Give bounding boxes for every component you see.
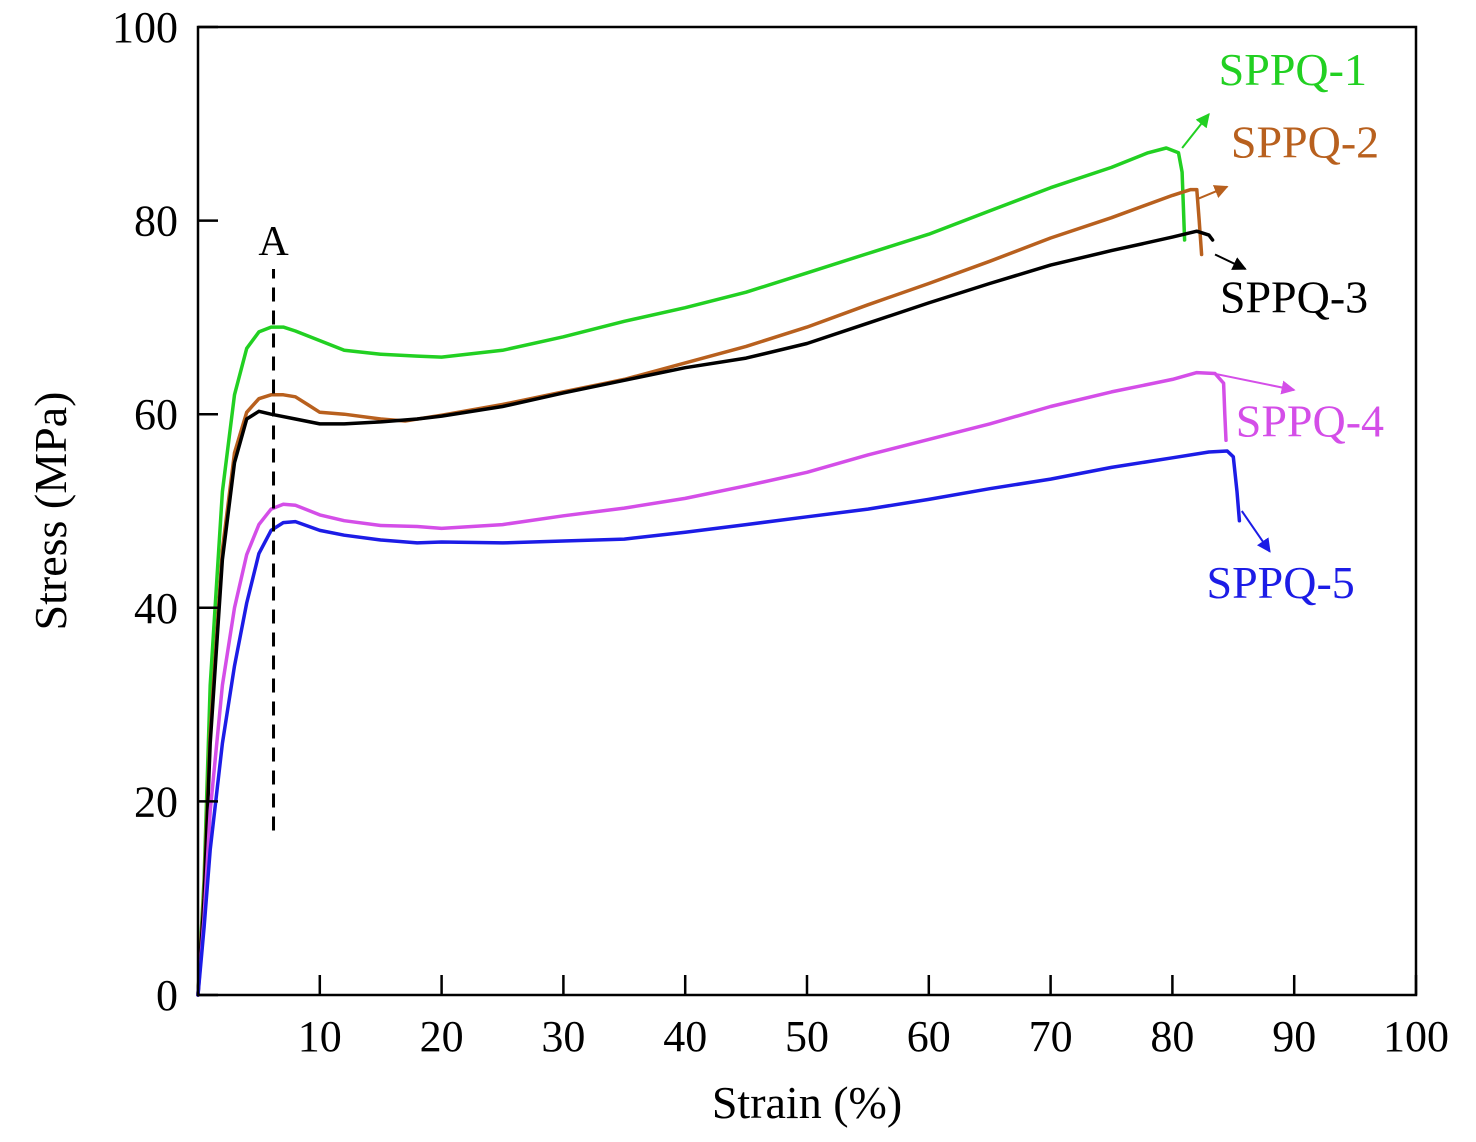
- arrow-sppq-4: [1208, 371, 1296, 395]
- x-tick-label: 60: [907, 1012, 951, 1061]
- series-curves: [196, 146, 1242, 997]
- series-line-sppq-3: [196, 229, 1215, 997]
- series-labels: SPPQ-1 SPPQ-2 SPPQ-3 SPPQ-4 SPPQ-5: [1207, 44, 1385, 608]
- x-tick-label: 40: [663, 1012, 707, 1061]
- y-tick-label: 20: [134, 777, 178, 826]
- series-label-sppq-2: SPPQ-2: [1231, 117, 1379, 168]
- y-axis-label: Stress (MPa): [25, 392, 76, 631]
- x-tick-label: 80: [1150, 1012, 1194, 1061]
- y-tick-label: 80: [134, 197, 178, 246]
- x-axis-label: Strain (%): [712, 1077, 902, 1128]
- series-line-sppq-4: [196, 370, 1228, 997]
- y-tick-label: 100: [112, 3, 178, 52]
- label-arrows: [1181, 113, 1296, 553]
- series-label-sppq-4: SPPQ-4: [1236, 395, 1384, 446]
- arrow-sppq-3: [1214, 253, 1247, 270]
- x-tick-label: 10: [298, 1012, 342, 1061]
- series-line-sppq-5: [196, 449, 1242, 997]
- series-label-sppq-1: SPPQ-1: [1219, 44, 1367, 95]
- x-tick-label: 70: [1029, 1012, 1073, 1061]
- y-tick-label: 40: [134, 584, 178, 633]
- arrow-sppq-1: [1181, 113, 1210, 149]
- x-axis-ticks: 10 20 30 40 50 60 70 80 90 100: [298, 975, 1449, 1061]
- x-tick-label: 50: [785, 1012, 829, 1061]
- y-axis-ticks: 0 20 40 60 80 100: [112, 3, 218, 1020]
- x-tick-label: 90: [1272, 1012, 1316, 1061]
- y-tick-label: 60: [134, 390, 178, 439]
- x-tick-label: 30: [541, 1012, 585, 1061]
- series-label-sppq-3: SPPQ-3: [1220, 272, 1368, 323]
- x-tick-label: 20: [420, 1012, 464, 1061]
- plot-frame: [196, 25, 1418, 997]
- annotation-a-label: A: [258, 219, 289, 265]
- series-label-sppq-5: SPPQ-5: [1207, 557, 1355, 608]
- series-line-sppq-1: [196, 146, 1187, 997]
- x-tick-label: 100: [1383, 1012, 1449, 1061]
- arrow-sppq-2: [1196, 185, 1229, 201]
- arrow-sppq-5: [1241, 510, 1271, 553]
- annotation-a: A: [258, 219, 289, 831]
- y-tick-label: 0: [156, 971, 178, 1020]
- series-line-sppq-2: [196, 187, 1204, 997]
